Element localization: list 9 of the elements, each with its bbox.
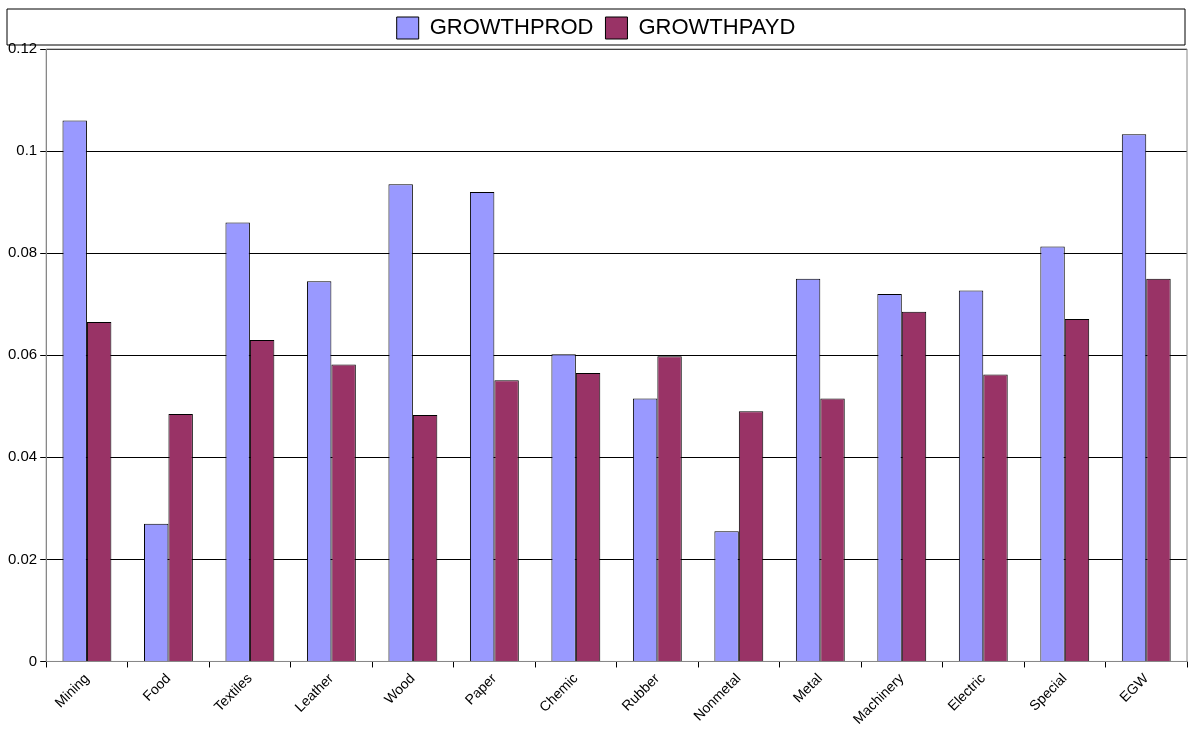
- y-tick-label: 0.12: [7, 39, 38, 57]
- legend-label: GROWTHPAYD: [638, 14, 796, 40]
- y-tick-label: 0.1: [16, 141, 38, 159]
- y-tick-label: 0: [28, 651, 38, 669]
- y-tick-label: 0.08: [7, 243, 38, 261]
- y-tick-label: 0.06: [7, 345, 38, 363]
- y-tick-label: 0.02: [7, 549, 38, 567]
- legend-label: GROWTHPROD: [429, 14, 594, 40]
- y-tick-label: 0.04: [7, 447, 38, 465]
